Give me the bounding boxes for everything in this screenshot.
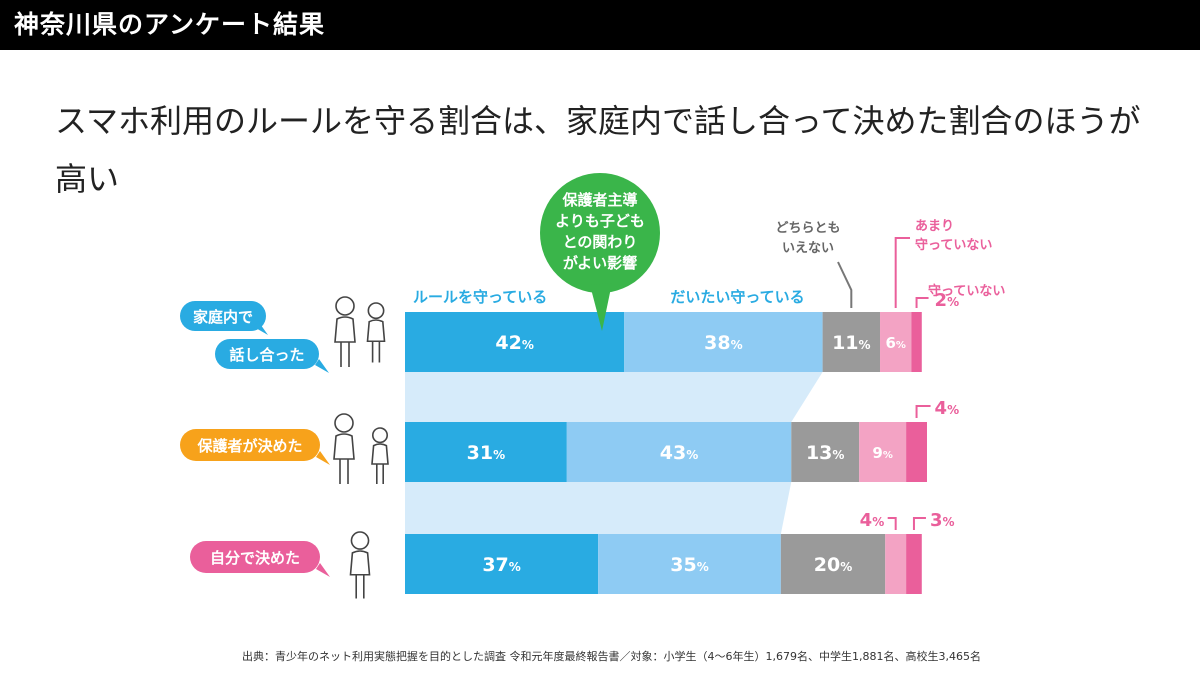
row-label: 保護者が決めた <box>196 437 302 455</box>
bar-segment <box>906 422 927 482</box>
bar-segment <box>566 422 792 482</box>
headline: スマホ利用のルールを守る割合は、家庭内で話し合って決めた割合のほうが高い <box>55 102 1141 198</box>
leader-line <box>887 517 897 530</box>
callout-text: がよい影響 <box>563 254 637 272</box>
row-label-tail <box>315 359 329 373</box>
connector-band <box>405 482 792 534</box>
outside-value-label: 4% <box>935 398 960 419</box>
value-label: 43% <box>660 442 698 464</box>
leader-line <box>915 405 931 418</box>
series-label: いえない <box>782 241 834 256</box>
page-title: 神奈川県のアンケート結果 <box>14 10 326 39</box>
leader-line <box>894 237 910 308</box>
bar-segment <box>780 534 886 594</box>
value-label: 31% <box>467 442 505 464</box>
outside-value-label: 2% <box>935 290 960 311</box>
bar-segment <box>859 422 907 482</box>
bar-segment <box>405 534 599 594</box>
callout-text: との関わり <box>563 233 638 251</box>
outside-value-label: 4% <box>860 510 885 531</box>
callout-pointer <box>590 283 612 331</box>
bar-segment <box>791 422 860 482</box>
row-label-bg <box>215 339 319 369</box>
bar-segment <box>624 312 823 372</box>
child-figure <box>366 302 386 363</box>
bar-segment <box>906 534 922 594</box>
value-label: 37% <box>482 554 520 576</box>
child-figure <box>371 427 389 484</box>
parent-figure <box>333 413 355 484</box>
bar-segment <box>911 312 922 372</box>
row-label-tail <box>316 451 330 465</box>
leader-line <box>837 261 853 308</box>
bar-segment <box>405 312 625 372</box>
row-label-bg <box>190 541 320 573</box>
title-bar: 神奈川県のアンケート結果 <box>0 0 1200 50</box>
outside-value-label: 3% <box>930 510 955 531</box>
value-label: 20% <box>814 554 852 576</box>
row-label: 話し合った <box>229 346 304 364</box>
row-label: 自分で決めた <box>210 549 300 567</box>
callout-bubble <box>540 173 660 293</box>
value-label: 9% <box>872 444 892 462</box>
bar-segment <box>598 534 781 594</box>
callout-text: 保護者主導 <box>561 191 637 209</box>
value-label: 38% <box>704 332 742 354</box>
row-label: 家庭内で <box>193 308 253 326</box>
value-label: 6% <box>885 334 905 352</box>
parent-figure <box>334 296 356 367</box>
row-label-bg <box>180 429 320 461</box>
leader-line <box>912 517 926 530</box>
series-label: 守っていない <box>915 237 992 253</box>
connector-band <box>405 372 823 422</box>
row-label-bg <box>180 301 266 331</box>
source-note: 出典：青少年のネット利用実態把握を目的とした調査 令和元年度最終報告書／対象：小… <box>242 650 981 663</box>
bar-segment <box>885 534 907 594</box>
series-label: あまり <box>915 219 954 234</box>
value-label: 35% <box>670 554 708 576</box>
bar-segment <box>822 312 881 372</box>
value-label: 13% <box>806 442 844 464</box>
value-label: 11% <box>832 332 870 354</box>
series-label: だいたい守っている <box>670 288 804 306</box>
leader-line <box>915 297 929 308</box>
series-label: どちらとも <box>775 221 840 236</box>
series-label: 守っていない <box>928 283 1005 299</box>
child-figure <box>349 531 371 599</box>
value-label: 42% <box>495 332 533 354</box>
row-label-tail <box>316 563 330 577</box>
row-label-tail <box>254 321 268 335</box>
bar-segment <box>405 422 567 482</box>
series-label: ルールを守っている <box>413 288 547 306</box>
callout-text: よりも子ども <box>555 212 645 230</box>
bar-segment <box>880 312 912 372</box>
